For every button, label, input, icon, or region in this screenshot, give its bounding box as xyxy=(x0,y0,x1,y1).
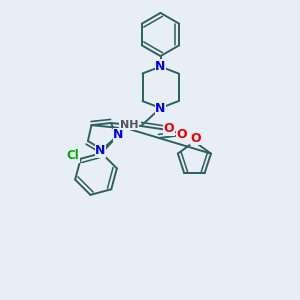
Text: O: O xyxy=(190,131,201,145)
Text: N: N xyxy=(155,60,166,73)
Text: NH: NH xyxy=(120,120,138,130)
Text: N: N xyxy=(95,144,106,158)
Text: O: O xyxy=(176,128,187,142)
Text: Cl: Cl xyxy=(67,149,80,162)
Text: O: O xyxy=(164,122,174,135)
Text: N: N xyxy=(155,101,166,115)
Text: N: N xyxy=(113,128,124,142)
